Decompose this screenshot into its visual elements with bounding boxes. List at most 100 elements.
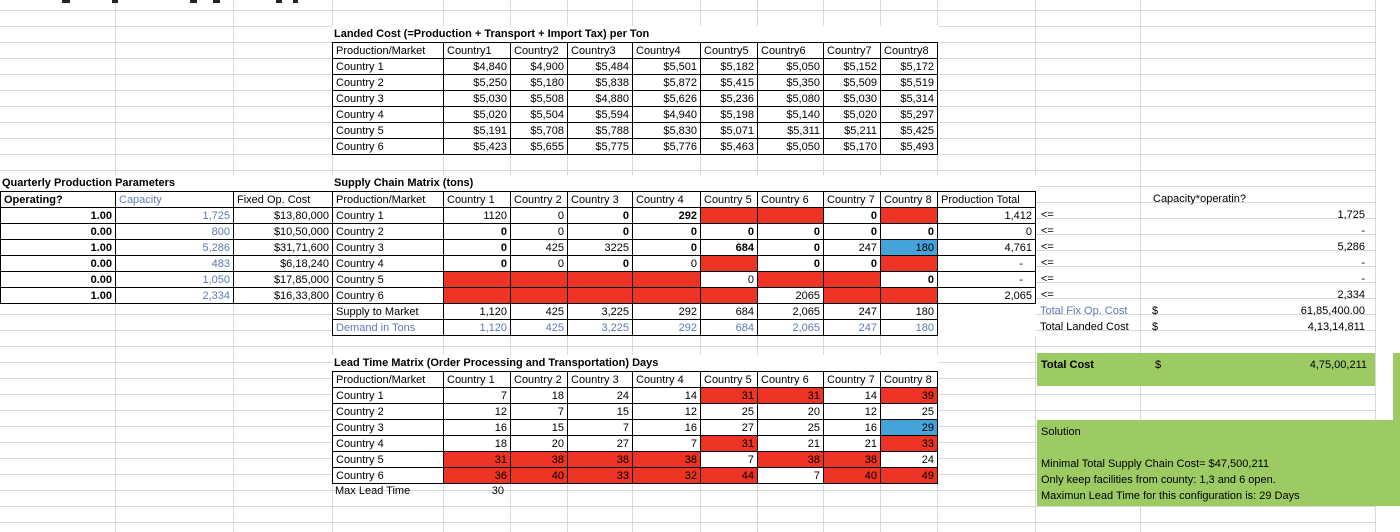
- supply-to-market-cell[interactable]: 1,120: [443, 303, 511, 320]
- value-cell[interactable]: $5,030: [443, 90, 511, 107]
- total-cost-box[interactable]: Total Cost $ 4,75,00,211: [1037, 353, 1375, 386]
- blocked-lane-cell[interactable]: [443, 287, 511, 304]
- value-cell[interactable]: $5,020: [443, 106, 511, 123]
- shipment-value-cell[interactable]: 684: [700, 239, 758, 256]
- row-label-cell[interactable]: Country 1: [332, 207, 444, 224]
- row-label-cell[interactable]: Country 6: [332, 138, 444, 155]
- lead-time-cell[interactable]: 33: [567, 467, 633, 484]
- shipment-value-cell[interactable]: 0: [700, 271, 758, 288]
- value-cell[interactable]: $5,415: [700, 74, 758, 91]
- shipment-value-cell[interactable]: 0: [632, 223, 701, 240]
- shipment-value-cell[interactable]: 0: [880, 223, 938, 240]
- column-header-cell[interactable]: Country 4: [632, 371, 701, 388]
- constraint-operator[interactable]: <=: [1041, 241, 1054, 253]
- total-landed-cost-currency[interactable]: $: [1152, 321, 1159, 333]
- shipment-value-cell[interactable]: 0: [700, 223, 758, 240]
- row-label-cell[interactable]: Country 2: [332, 74, 444, 91]
- value-cell[interactable]: $5,708: [510, 122, 568, 139]
- fixed-cost-cell[interactable]: $16,33,800: [233, 287, 333, 304]
- column-header-cell[interactable]: Country4: [632, 42, 701, 59]
- constraint-operator[interactable]: <=: [1041, 209, 1054, 221]
- column-header-cell[interactable]: Capacity: [115, 191, 234, 208]
- value-cell[interactable]: $5,872: [632, 74, 701, 91]
- value-cell[interactable]: $5,191: [443, 122, 511, 139]
- shipment-value-cell[interactable]: 180: [880, 239, 938, 256]
- demand-cell[interactable]: 684: [700, 319, 758, 336]
- value-cell[interactable]: $5,297: [880, 106, 938, 123]
- production-total-cell[interactable]: 0: [937, 223, 1036, 240]
- lead-time-cell[interactable]: 25: [757, 419, 824, 436]
- landed-cost-title[interactable]: Landed Cost (=Production + Transport + I…: [332, 26, 939, 42]
- shipment-value-cell[interactable]: 0: [632, 255, 701, 272]
- supply-to-market-cell[interactable]: 684: [700, 303, 758, 320]
- column-header-cell[interactable]: Country 1: [443, 371, 511, 388]
- capacity-cell[interactable]: 800: [115, 223, 234, 240]
- value-cell[interactable]: $5,423: [443, 138, 511, 155]
- value-cell[interactable]: $5,050: [757, 58, 824, 75]
- value-cell[interactable]: $5,501: [632, 58, 701, 75]
- capacity-cell[interactable]: 2,334: [115, 287, 234, 304]
- supply-matrix-title[interactable]: Supply Chain Matrix (tons): [332, 175, 1037, 191]
- supply-to-market-cell[interactable]: 292: [632, 303, 701, 320]
- value-cell[interactable]: $4,840: [443, 58, 511, 75]
- blocked-lane-cell[interactable]: [823, 287, 881, 304]
- column-header-cell[interactable]: Country 7: [823, 371, 881, 388]
- capacity-times-operating-header[interactable]: Capacity*operatin?: [1153, 193, 1246, 205]
- value-cell[interactable]: $5,311: [757, 122, 824, 139]
- column-header-cell[interactable]: Production Total: [937, 191, 1036, 208]
- value-cell[interactable]: $5,350: [757, 74, 824, 91]
- blocked-lane-cell[interactable]: [823, 271, 881, 288]
- lead-time-cell[interactable]: 29: [880, 419, 938, 436]
- value-cell[interactable]: $4,940: [632, 106, 701, 123]
- supply-to-market-cell[interactable]: 3,225: [567, 303, 633, 320]
- column-header-cell[interactable]: Operating?: [0, 191, 116, 208]
- lead-time-cell[interactable]: 16: [443, 419, 511, 436]
- fixed-cost-cell[interactable]: $10,50,000: [233, 223, 333, 240]
- fixed-cost-cell[interactable]: $17,85,000: [233, 271, 333, 288]
- row-label-cell[interactable]: Country 5: [332, 451, 444, 468]
- fixed-cost-cell[interactable]: $31,71,600: [233, 239, 333, 256]
- value-cell[interactable]: $5,776: [632, 138, 701, 155]
- shipment-value-cell[interactable]: 0: [757, 223, 824, 240]
- capacity-times-operating-value[interactable]: 2,334: [1337, 289, 1365, 301]
- value-cell[interactable]: $5,509: [823, 74, 881, 91]
- shipment-value-cell[interactable]: 2065: [757, 287, 824, 304]
- lead-time-cell[interactable]: 24: [567, 387, 633, 404]
- value-cell[interactable]: $5,071: [700, 122, 758, 139]
- lead-time-cell[interactable]: 20: [757, 403, 824, 420]
- shipment-value-cell[interactable]: 0: [443, 255, 511, 272]
- capacity-cell[interactable]: 1,050: [115, 271, 234, 288]
- value-cell[interactable]: $5,172: [880, 58, 938, 75]
- value-cell[interactable]: $5,080: [757, 90, 824, 107]
- lead-time-title[interactable]: Lead Time Matrix (Order Processing and T…: [332, 355, 939, 371]
- column-header-cell[interactable]: Production/Market: [332, 42, 444, 59]
- max-lead-time-label[interactable]: Max Lead Time: [335, 485, 411, 497]
- operating-cell[interactable]: 1.00: [0, 287, 116, 304]
- shipment-value-cell[interactable]: 0: [757, 239, 824, 256]
- blocked-lane-cell[interactable]: [880, 287, 938, 304]
- production-total-cell[interactable]: 1,412: [937, 207, 1036, 224]
- blocked-lane-cell[interactable]: [632, 271, 701, 288]
- lead-time-cell[interactable]: 21: [757, 435, 824, 452]
- lead-time-cell[interactable]: 7: [567, 419, 633, 436]
- production-total-cell[interactable]: 4,761: [937, 239, 1036, 256]
- row-label-cell[interactable]: Country 6: [332, 287, 444, 304]
- lead-time-cell[interactable]: 32: [632, 467, 701, 484]
- cell[interactable]: [938, 304, 1036, 320]
- production-total-cell[interactable]: 2,065: [937, 287, 1036, 304]
- value-cell[interactable]: $5,788: [567, 122, 633, 139]
- value-cell[interactable]: $5,182: [700, 58, 758, 75]
- column-header-cell[interactable]: Country8: [880, 42, 938, 59]
- fixed-cost-cell[interactable]: $13,80,000: [233, 207, 333, 224]
- shipment-value-cell[interactable]: 0: [443, 239, 511, 256]
- shipment-value-cell[interactable]: 1120: [443, 207, 511, 224]
- lead-time-cell[interactable]: 38: [567, 451, 633, 468]
- demand-cell[interactable]: 180: [880, 319, 938, 336]
- column-header-cell[interactable]: Production/Market: [332, 371, 444, 388]
- value-cell[interactable]: $5,838: [567, 74, 633, 91]
- capacity-cell[interactable]: 5,286: [115, 239, 234, 256]
- shipment-value-cell[interactable]: 3225: [567, 239, 633, 256]
- lead-time-cell[interactable]: 40: [823, 467, 881, 484]
- constraint-operator[interactable]: <=: [1041, 257, 1054, 269]
- lead-time-cell[interactable]: 31: [700, 387, 758, 404]
